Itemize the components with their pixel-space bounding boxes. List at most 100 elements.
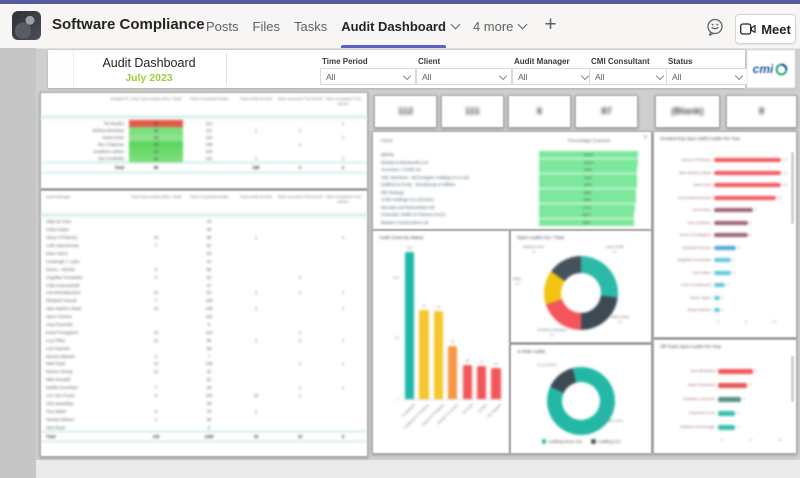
bar[interactable] [491,367,501,399]
bar[interactable] [448,345,458,399]
open-donut-card[interactable]: Open Audits (%) / Total Jake Smith 27 Matt… [510,230,652,343]
pct-bar-zone: 100% [539,151,639,159]
tab-tasks[interactable]: Tasks [294,4,327,48]
add-tab-icon[interactable]: + [544,12,557,36]
value-cell: 1 [341,337,345,343]
hbar-bar[interactable] [714,195,776,200]
tab-audit-dashboard[interactable]: Audit Dashboard [341,4,461,48]
hbar-label: Jonathan Laurence [682,397,715,401]
filter-select-status[interactable]: All [666,68,748,85]
hbar-bar[interactable] [718,424,736,430]
scrollbar-thumb[interactable] [790,152,794,224]
legend-swatch [541,439,547,444]
bar[interactable] [477,366,487,399]
kpi-card[interactable]: 111 [441,95,504,128]
bar[interactable] [433,311,443,399]
per-year-chart-card[interactable]: Greatest Exp Spec (with) Audits Per Year… [653,131,797,338]
hbar-bar[interactable] [714,283,726,288]
value-cell: 9 [207,322,211,328]
value-cell: 104 [205,149,213,154]
tab-more[interactable]: 4 more [473,4,528,48]
hbar-bar[interactable] [714,233,748,238]
bar[interactable] [462,365,472,399]
pct-bar-zone: 99% [539,181,639,189]
close-icon[interactable]: ✕ [642,135,648,141]
chevron-down-icon [734,71,744,80]
filter-client: Client All [416,50,512,88]
value-cell: 1 [341,385,345,391]
pct-bar: 97% [539,203,635,211]
teams-channel-header: Software Compliance Posts Files Tasks Au… [0,4,800,49]
risk-donut-card[interactable]: At Risk Audits 14 (13.86%) 87 (86.14%) Aud… [510,344,652,454]
filter-select-audit-manager[interactable]: All [512,68,594,85]
hbar-bar[interactable] [718,368,753,374]
value-cell: 1 [341,306,345,312]
value-cell: 1 [254,337,258,343]
kpi-card[interactable]: (Blank) [655,95,720,128]
bar-value-label: 44 [450,339,455,344]
meet-button[interactable]: Meet [735,14,796,44]
status-chart-card[interactable]: Audit Count by Status 0 50 100 122 Completed… [372,230,510,454]
pct-bar: 99% [539,166,637,174]
chevron-down-icon[interactable] [450,19,461,30]
value-cell: 8 [154,408,158,414]
scrollbar-thumb[interactable] [790,356,794,402]
hbar-bar[interactable] [714,245,737,250]
hbar-bar[interactable] [718,396,742,402]
legend-item[interactable]: Auditing (%) [591,439,620,444]
chevron-down-icon[interactable] [517,19,528,30]
donut[interactable] [544,256,618,330]
table-row: Jas Crenfields 12 101 1 1 [41,155,367,162]
client-scan-card[interactable]: Client Percentage Scanned ✕ (Blank) 100% Delo… [372,131,652,230]
filter-select-time-period[interactable]: All [320,68,416,85]
row-name: Orla Spaulding [46,400,74,406]
x-tick-label: 5 [749,438,753,442]
legend-item[interactable]: Auditing Done (%) [541,439,582,444]
hbar-bar[interactable] [714,183,782,188]
offtrack-chart-card[interactable]: Off-Track Open Audits Per Year Ana Stric… [653,339,797,454]
donut[interactable] [547,367,615,435]
hbar-bar[interactable] [714,220,748,225]
filter-select-cmi-consultant[interactable]: All [589,68,669,85]
open-donut: Open Audits (%) / Total Jake Smith 27 Matt… [511,231,651,342]
hbar-bar[interactable] [718,410,736,416]
tab-posts[interactable]: Posts [206,4,239,48]
hbar-bar[interactable] [718,382,747,388]
chevron-down-icon [402,71,412,80]
hbar-bar[interactable] [714,308,720,313]
kpi-card[interactable]: 8 [726,95,797,128]
manager-table-card[interactable]: Audit Manager Total Open Audits (MH) / Au… [40,190,368,457]
per-year-chart: Greatest Exp Spec (with) Audits Per Year… [654,132,796,337]
feedback-smiley-icon[interactable] [705,17,725,37]
row-name: Aisha Gupta [46,227,69,233]
value-cell: 103 [205,298,213,304]
hbar-bar[interactable] [714,258,731,263]
client-name: Braxton Constructions Ltd [381,219,429,225]
status-chart: Audit Count by Status 0 50 100 122 Completed… [373,231,509,453]
row-name: Melissa McKinlay [92,128,124,133]
row-name: Ann Van Proust [46,393,75,399]
table-row: Luis Haworth 58 [41,344,367,352]
kpi-card[interactable]: 6 [508,95,571,128]
value-cell: 1 [254,290,258,296]
hbar-bar[interactable] [714,170,782,175]
hbar-bar[interactable] [714,295,720,300]
hbar-value: 4 [738,245,741,250]
client-row: At-Bri Holdings Co Ltd (USA) 98% [373,196,651,204]
bar[interactable] [419,309,429,399]
filter-select-client[interactable]: All [416,68,512,85]
hbar-bar[interactable] [714,208,754,213]
hbar-bar[interactable] [714,270,731,275]
column-header: Total Completed Audits [189,97,229,101]
bar[interactable] [405,252,415,399]
kpi-card[interactable]: 112 [374,95,437,128]
overview-table-card[interactable]: Analyst FS Total Open Audits (MH) / Audit… [40,92,368,189]
kpi-card[interactable]: 87 [575,95,638,128]
column-header: Total Completed This Month [325,97,361,106]
hbar-bar[interactable] [714,158,782,163]
x-tick-label: 0 [720,438,724,442]
cmi-logo-mark [775,63,788,75]
bar-value-label: 73 [436,305,441,310]
value-cell: 11 [153,369,159,375]
tab-files[interactable]: Files [253,4,280,48]
